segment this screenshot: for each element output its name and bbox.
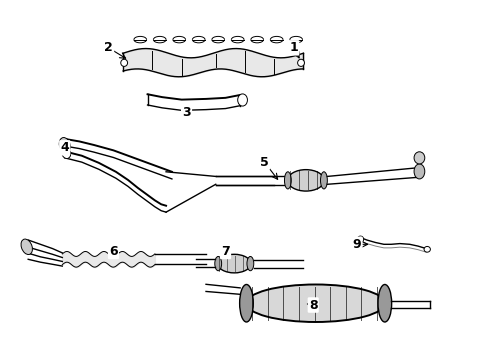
Ellipse shape xyxy=(297,59,304,66)
Text: 4: 4 xyxy=(60,141,69,154)
Ellipse shape xyxy=(247,256,254,271)
Ellipse shape xyxy=(121,59,127,66)
Ellipse shape xyxy=(288,170,324,191)
Ellipse shape xyxy=(238,94,247,106)
Ellipse shape xyxy=(285,172,291,189)
Text: 6: 6 xyxy=(109,245,118,258)
Ellipse shape xyxy=(414,152,425,164)
Ellipse shape xyxy=(414,164,425,179)
Text: 5: 5 xyxy=(260,156,269,168)
Ellipse shape xyxy=(424,247,430,252)
Text: 1: 1 xyxy=(290,41,298,54)
Ellipse shape xyxy=(320,172,327,189)
Ellipse shape xyxy=(59,138,70,152)
Text: 3: 3 xyxy=(182,105,191,119)
Text: 8: 8 xyxy=(309,298,318,311)
Ellipse shape xyxy=(21,239,32,255)
Ellipse shape xyxy=(215,256,221,271)
Text: 9: 9 xyxy=(353,238,361,251)
Ellipse shape xyxy=(62,148,71,158)
Ellipse shape xyxy=(357,236,364,243)
Ellipse shape xyxy=(378,284,392,322)
Ellipse shape xyxy=(240,284,253,322)
Ellipse shape xyxy=(218,254,251,273)
Text: 7: 7 xyxy=(221,245,230,258)
Text: 2: 2 xyxy=(104,41,113,54)
Ellipse shape xyxy=(246,284,385,322)
